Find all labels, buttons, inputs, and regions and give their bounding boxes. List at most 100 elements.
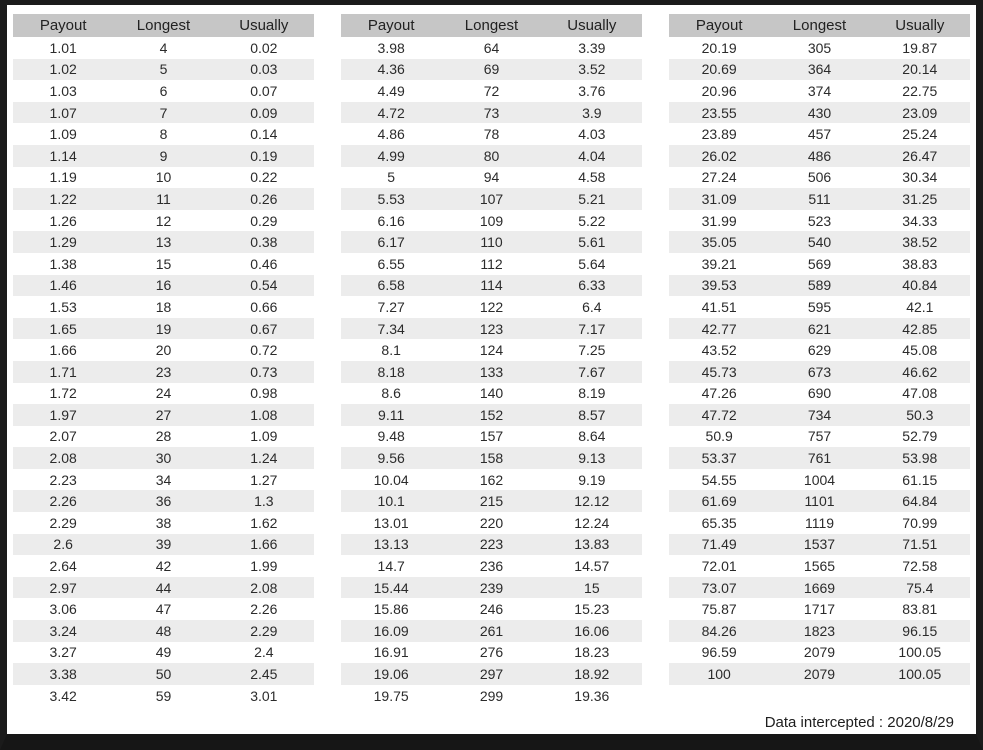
- cell-longest: 276: [479, 644, 504, 661]
- table-1-header: Payout Longest Usually: [13, 14, 314, 37]
- cell-longest: 10: [155, 169, 172, 186]
- cell-longest: 11: [156, 190, 171, 207]
- cell-usually: 2.45: [250, 666, 278, 683]
- cell-usually: 7.67: [578, 363, 606, 380]
- cell-longest: 734: [807, 406, 832, 423]
- table-2-body: 3.98 64 3.39 4.36 69 3.52 4.49 72 3.76 4.72 73 3.9 4…: [341, 37, 642, 707]
- cell-usually: 53.98: [902, 450, 938, 467]
- table-row: 26.02 486 26.47: [669, 144, 970, 167]
- cell-payout: 3.27: [49, 644, 77, 661]
- cell-payout: 1.66: [49, 342, 77, 359]
- table-row: 1.29 13 0.38: [13, 231, 314, 253]
- cell-usually: 0.19: [250, 147, 278, 164]
- cell-payout: 31.09: [701, 190, 737, 207]
- column-header-longest: Longest: [792, 17, 847, 34]
- table-row: 1.03 6 0.07: [13, 80, 314, 102]
- table-row: 2.64 42 1.99: [13, 555, 314, 577]
- cell-longest: 107: [479, 190, 504, 207]
- cell-payout: 4.36: [377, 61, 405, 78]
- table-row: 31.09 511 31.25: [669, 188, 970, 210]
- cell-usually: 19.36: [574, 687, 610, 704]
- cell-usually: 30.34: [902, 169, 938, 186]
- cell-payout: 4.86: [377, 126, 405, 143]
- cell-longest: 6: [159, 82, 168, 99]
- cell-usually: 4.58: [578, 169, 606, 186]
- cell-longest: 1823: [803, 622, 836, 639]
- cell-usually: 4.03: [578, 126, 606, 143]
- table-row: 100 2079 100.05: [669, 663, 970, 685]
- cell-longest: 595: [807, 298, 832, 315]
- table-row: 4.72 73 3.9: [341, 101, 642, 124]
- cell-payout: 61.69: [701, 493, 737, 510]
- table-row: 1.19 10 0.22: [13, 166, 314, 189]
- cell-usually: 52.79: [902, 428, 938, 445]
- cell-usually: 0.29: [250, 212, 278, 229]
- cell-longest: 38: [155, 514, 172, 531]
- cell-payout: 54.55: [701, 471, 737, 488]
- cell-payout: 20.19: [701, 39, 737, 56]
- cell-payout: 20.69: [701, 61, 737, 78]
- cell-longest: 540: [807, 234, 832, 251]
- cell-payout: 23.89: [701, 126, 737, 143]
- cell-longest: 239: [479, 579, 504, 596]
- cell-longest: 122: [479, 298, 504, 315]
- column-header-payout: Payout: [367, 17, 415, 34]
- cell-payout: 1.19: [49, 169, 77, 186]
- cell-payout: 10.1: [377, 493, 405, 510]
- cell-payout: 31.99: [701, 212, 737, 229]
- table-row: 9.48 157 8.64: [341, 425, 642, 448]
- cell-payout: 1.97: [49, 406, 77, 423]
- cell-payout: 100: [707, 666, 731, 683]
- cell-usually: 1.66: [250, 536, 278, 553]
- cell-longest: 162: [479, 471, 504, 488]
- cell-longest: 44: [155, 579, 172, 596]
- cell-payout: 27.24: [701, 169, 737, 186]
- cell-payout: 3.38: [49, 666, 77, 683]
- cell-payout: 8.18: [377, 363, 405, 380]
- cell-payout: 39.21: [701, 255, 737, 272]
- cell-longest: 28: [155, 428, 172, 445]
- cell-longest: 457: [807, 126, 832, 143]
- cell-longest: 486: [807, 147, 832, 164]
- cell-usually: 8.19: [578, 385, 606, 402]
- cell-usually: 23.09: [902, 104, 938, 121]
- table-row: 13.13 223 13.83: [341, 533, 642, 556]
- cell-usually: 1.08: [250, 406, 278, 423]
- table-row: 2.26 36 1.3: [13, 490, 314, 513]
- cell-usually: 15.23: [574, 601, 610, 618]
- cell-usually: 31.25: [902, 190, 938, 207]
- cell-longest: 629: [807, 342, 832, 359]
- cell-payout: 2.6: [53, 536, 73, 553]
- cell-usually: 0.46: [250, 255, 278, 272]
- cell-longest: 7: [159, 104, 168, 121]
- cell-usually: 5.61: [578, 234, 606, 251]
- cell-usually: 1.27: [250, 471, 278, 488]
- cell-payout: 73.07: [701, 579, 737, 596]
- cell-payout: 1.72: [49, 385, 77, 402]
- cell-usually: 45.08: [902, 342, 938, 359]
- cell-usually: 38.83: [902, 255, 938, 272]
- cell-usually: 42.1: [906, 298, 934, 315]
- cell-longest: 110: [480, 234, 503, 251]
- cell-payout: 1.01: [49, 39, 77, 56]
- table-row: 1.38 15 0.46: [13, 252, 314, 275]
- table-row: 3.24 48 2.29: [13, 620, 314, 642]
- cell-longest: 112: [480, 255, 503, 272]
- cell-usually: 3.76: [578, 82, 606, 99]
- cell-longest: 20: [155, 342, 172, 359]
- cell-payout: 6.17: [377, 234, 405, 251]
- cell-payout: 43.52: [701, 342, 737, 359]
- cell-longest: 19: [155, 320, 172, 337]
- cell-usually: 6.4: [582, 298, 602, 315]
- table-3-header: Payout Longest Usually: [669, 14, 970, 37]
- table-row: 71.49 1537 71.51: [669, 533, 970, 556]
- table-row: 23.89 457 25.24: [669, 123, 970, 145]
- cell-usually: 0.09: [250, 104, 278, 121]
- table-row: 3.27 49 2.4: [13, 641, 314, 664]
- cell-longest: 1004: [803, 471, 836, 488]
- cell-payout: 50.9: [705, 428, 733, 445]
- cell-payout: 8.6: [381, 385, 401, 402]
- cell-usually: 22.75: [902, 82, 938, 99]
- table-row: 3.42 59 3.01: [13, 684, 314, 707]
- page-content: Payout Longest Usually 1.01 4 0.02 1.02 5 0.0…: [7, 5, 976, 738]
